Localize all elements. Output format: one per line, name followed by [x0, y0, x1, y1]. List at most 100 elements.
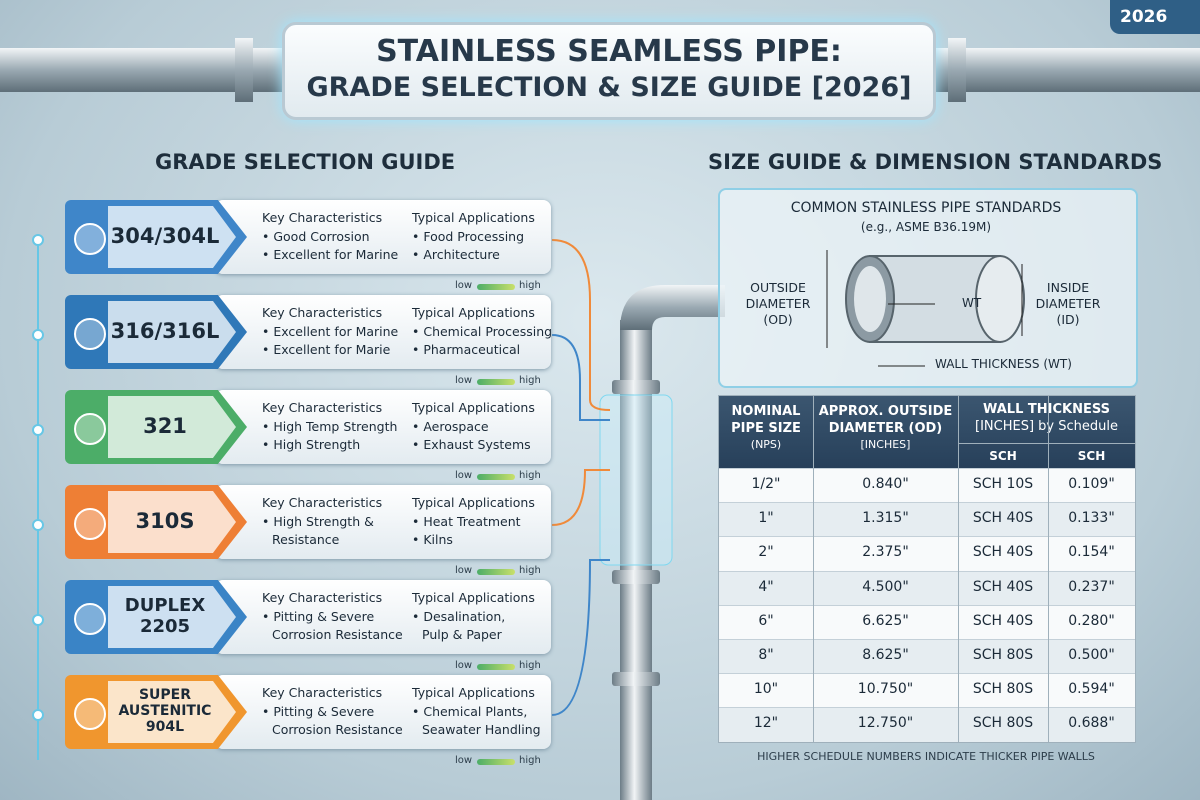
- timeline-node: [32, 614, 44, 626]
- grade-name: 310S: [135, 509, 195, 534]
- scale-label: high: [519, 375, 541, 386]
- grade-icon: [74, 223, 106, 255]
- timeline-node: [32, 519, 44, 531]
- grade-card: [215, 390, 551, 464]
- column-line: [958, 396, 959, 742]
- cell: SCH 40S: [972, 510, 1034, 527]
- grade-card: [215, 675, 551, 749]
- grade-tag-inner: [108, 206, 236, 268]
- cell: SCH 40S: [972, 578, 1034, 595]
- grade-name: 304/304L: [110, 224, 220, 249]
- header-text: WALL THICKNESS: [982, 402, 1110, 417]
- od-label: (OD): [763, 312, 793, 327]
- grade-card: [215, 580, 551, 654]
- scale-label: high: [519, 470, 541, 481]
- cell: 0.109": [1068, 476, 1115, 492]
- badge-bg: [1110, 0, 1200, 34]
- column-item: • Aerospace: [412, 419, 489, 434]
- column-item: • Good Corrosion: [262, 229, 370, 244]
- column-heading: Key Characteristics: [262, 210, 383, 225]
- column-heading: Key Characteristics: [262, 685, 383, 700]
- grade-card: [215, 295, 551, 369]
- grade-name: SUPER: [138, 686, 192, 703]
- cell: SCH 40S: [972, 544, 1034, 561]
- grade-name: 316/316L: [110, 319, 220, 344]
- column-item: • Heat Treatment: [412, 514, 521, 529]
- cell: 0.500": [1068, 647, 1115, 663]
- cell: SCH 10S: [972, 476, 1034, 492]
- header-text: (NPS): [750, 438, 782, 451]
- column-item: • Pitting & Severe: [262, 704, 375, 719]
- size-table: NOMINAL PIPE SIZE (NPS) APPROX. OUTSIDE DIAM…: [718, 395, 1136, 743]
- column-item: • Food Processing: [412, 229, 525, 244]
- column-item: Seawater Handling: [422, 722, 541, 737]
- row-bg: [719, 707, 1135, 743]
- header-text: NOMINAL: [731, 404, 801, 419]
- row-bg: [719, 536, 1135, 572]
- id-label: INSIDE: [1046, 280, 1090, 295]
- title-line: GRADE SELECTION & SIZE GUIDE [2026]: [306, 72, 912, 103]
- cell: SCH 80S: [972, 715, 1034, 732]
- grade-name: 321: [143, 414, 187, 439]
- cell: 2.375": [862, 544, 909, 561]
- wt-short: WT: [962, 296, 982, 310]
- header-text: [INCHES] by Schedule: [975, 419, 1118, 434]
- subheader-text: SCH: [989, 449, 1017, 463]
- scale-bar: [477, 664, 515, 670]
- scale-label: high: [519, 755, 541, 766]
- row-bg: [719, 639, 1135, 674]
- subheader-line: [958, 443, 1135, 444]
- grade-icon: [74, 508, 106, 540]
- scale-bar: [477, 569, 515, 575]
- row-bg: [719, 570, 1135, 606]
- cell: 0.154": [1068, 544, 1115, 561]
- column-item: • Exhaust Systems: [412, 437, 531, 452]
- column-item: • Pharmaceutical: [412, 342, 521, 357]
- header-text: PIPE SIZE: [731, 421, 801, 436]
- cell: 2": [758, 544, 774, 561]
- scale-label: high: [519, 565, 541, 576]
- section-heading: SIZE GUIDE & DIMENSION STANDARDS: [708, 150, 1163, 174]
- cell: 0.280": [1068, 612, 1115, 629]
- column-item: • Chemical Plants,: [412, 704, 528, 719]
- cell: 8": [758, 647, 774, 663]
- column-item: • Pitting & Severe: [262, 609, 375, 624]
- column-item: • Desalination,: [412, 609, 506, 624]
- timeline-node: [32, 424, 44, 436]
- grade-card: [215, 485, 551, 559]
- row-bg: [719, 468, 1135, 503]
- column-heading: Typical Applications: [412, 305, 535, 320]
- cell: 8.625": [862, 647, 909, 663]
- cell: 6.625": [862, 612, 909, 629]
- scale-label: low: [455, 755, 473, 766]
- cell: 0.840": [862, 476, 909, 492]
- column-item: • Excellent for Marine: [262, 247, 399, 262]
- scale-label: high: [519, 280, 541, 291]
- cell: 12": [753, 715, 779, 732]
- header-text: DIAMETER (OD): [828, 421, 943, 436]
- grade-card: [215, 200, 551, 274]
- scale-bar: [477, 759, 515, 765]
- grade-tag-inner: [108, 681, 236, 743]
- timeline-node: [32, 709, 44, 721]
- timeline-node: [32, 234, 44, 246]
- grade-tag-inner: [108, 301, 236, 363]
- grade-name: AUSTENITIC: [118, 702, 212, 719]
- column-line: [813, 396, 814, 742]
- cell: 12.750": [857, 715, 914, 732]
- column-line: [1048, 396, 1049, 742]
- column-heading: Typical Applications: [412, 400, 535, 415]
- column-item: Resistance: [272, 532, 340, 547]
- column-item: • Architecture: [412, 247, 500, 262]
- column-heading: Key Characteristics: [262, 590, 383, 605]
- column-item: Corrosion Resistance: [272, 722, 403, 737]
- row-bg: [719, 673, 1135, 709]
- title-line: STAINLESS SEAMLESS PIPE:: [376, 34, 842, 69]
- scale-bar: [477, 474, 515, 480]
- cell: 0.133": [1068, 510, 1115, 527]
- diagram-subtitle: (e.g., ASME B36.19M): [860, 220, 992, 234]
- cell: SCH 40S: [972, 612, 1034, 629]
- column-item: Pulp & Paper: [422, 627, 502, 642]
- grade-name: 904L: [145, 719, 185, 735]
